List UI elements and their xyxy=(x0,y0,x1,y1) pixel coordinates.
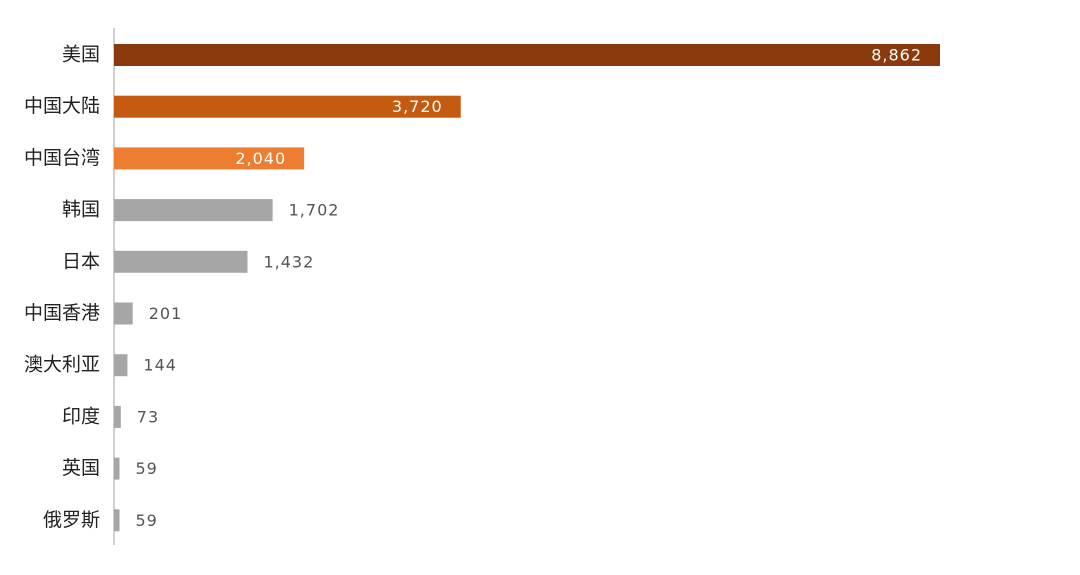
bar xyxy=(114,44,940,66)
bar xyxy=(114,302,133,325)
category-label: 英国 xyxy=(62,457,100,479)
value-label: 1,432 xyxy=(263,252,314,271)
category-label: 中国香港 xyxy=(24,302,100,324)
bar xyxy=(114,457,120,480)
category-label: 俄罗斯 xyxy=(43,509,100,531)
category-label: 印度 xyxy=(62,405,100,427)
value-label: 59 xyxy=(135,511,157,530)
value-label: 3,720 xyxy=(392,97,443,116)
value-label: 73 xyxy=(137,407,159,426)
bar xyxy=(114,354,128,377)
value-label: 144 xyxy=(143,356,177,375)
bar xyxy=(114,509,120,532)
category-label: 中国台湾 xyxy=(24,147,100,169)
value-label: 8,862 xyxy=(871,46,922,65)
bar xyxy=(114,95,461,118)
bar xyxy=(114,405,121,428)
value-label: 201 xyxy=(149,304,183,323)
category-label: 日本 xyxy=(62,250,100,272)
value-label: 1,702 xyxy=(289,201,340,220)
category-label: 美国 xyxy=(62,44,100,66)
category-label: 韩国 xyxy=(62,199,100,221)
value-label: 2,040 xyxy=(235,149,286,168)
bar xyxy=(114,147,305,170)
category-label: 中国大陆 xyxy=(24,95,100,117)
bar xyxy=(114,250,248,273)
bar xyxy=(114,199,273,222)
value-label: 59 xyxy=(135,459,157,478)
category-label: 澳大利亚 xyxy=(24,354,100,376)
